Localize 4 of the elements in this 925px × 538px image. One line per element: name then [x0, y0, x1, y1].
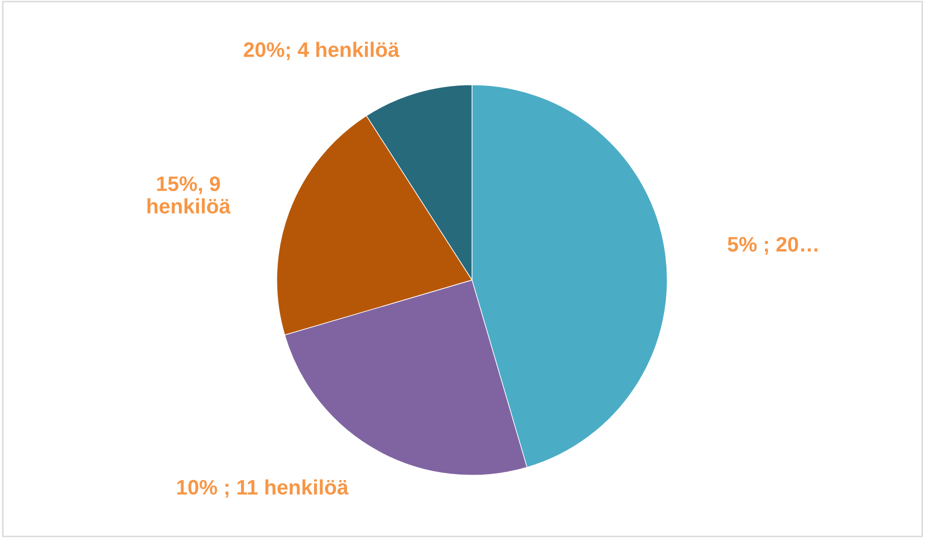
data-label: 10% ; 11 henkilöä [177, 479, 349, 498]
data-label: 5% ; 20… [728, 236, 818, 255]
data-label: 20%; 4 henkilöä [244, 42, 400, 60]
data-label: 15%, 9 henkilöä [147, 176, 231, 214]
